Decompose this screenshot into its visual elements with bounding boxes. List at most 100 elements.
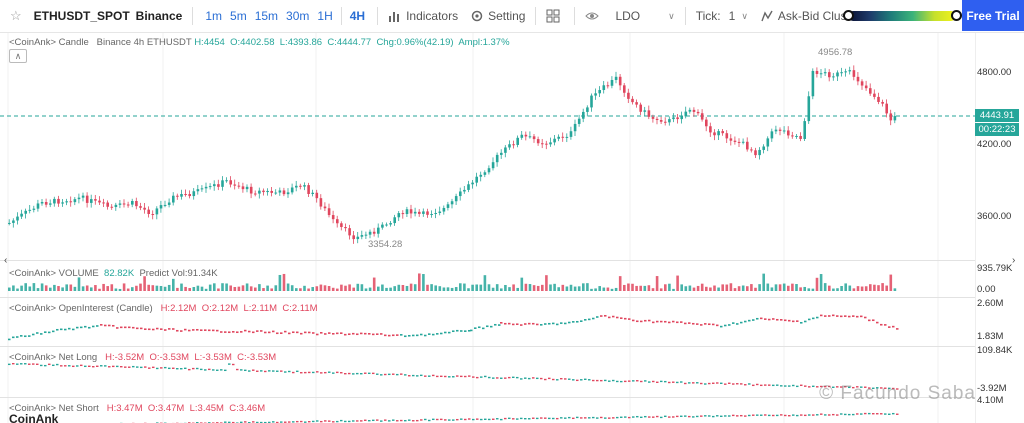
oi-candle bbox=[616, 316, 619, 319]
volume-bar bbox=[172, 278, 175, 291]
oi-candle bbox=[748, 319, 751, 322]
oi-candle bbox=[608, 316, 611, 319]
interval-30m[interactable]: 30m bbox=[286, 9, 310, 23]
netshort-candle bbox=[324, 420, 327, 422]
oi-candle bbox=[600, 315, 603, 317]
legend-low: L:4393.86 bbox=[279, 37, 323, 48]
volume-bar bbox=[823, 283, 827, 291]
netshort-candle bbox=[592, 416, 595, 419]
oi-candle bbox=[768, 318, 771, 321]
netshort-candle bbox=[636, 415, 639, 418]
slider-handle-right[interactable] bbox=[951, 10, 962, 21]
layout-button[interactable] bbox=[540, 0, 570, 33]
netshort-candle bbox=[864, 412, 867, 415]
netshort-candle bbox=[620, 416, 623, 418]
volume-bar bbox=[225, 283, 228, 291]
oi-candle bbox=[728, 324, 731, 326]
netlong-candle bbox=[536, 377, 539, 380]
oi-candle bbox=[116, 327, 119, 329]
interval-1m[interactable]: 1m bbox=[205, 9, 223, 23]
candle bbox=[774, 129, 778, 132]
oi-candle bbox=[688, 322, 691, 324]
oi-candle bbox=[412, 334, 415, 337]
netshort-candle bbox=[256, 421, 259, 423]
volume-bar bbox=[323, 285, 327, 291]
volume-bar bbox=[594, 288, 597, 291]
interval-1h[interactable]: 1H bbox=[317, 9, 333, 23]
netlong-candle bbox=[116, 365, 119, 368]
candle bbox=[721, 131, 724, 134]
netlong-open: O:-3.53M bbox=[149, 352, 190, 363]
oi-candle bbox=[448, 331, 451, 334]
oi-candle bbox=[576, 320, 579, 323]
interval-15m[interactable]: 15m bbox=[254, 9, 279, 23]
oi-candle bbox=[372, 333, 375, 336]
pane-divider[interactable] bbox=[0, 397, 975, 398]
netshort-candle bbox=[420, 419, 423, 421]
netshort-candle bbox=[276, 421, 279, 423]
chart-area[interactable]: <CoinAnk> Candle Binance 4h ETHUSDT H:44… bbox=[0, 33, 1024, 423]
divider bbox=[377, 7, 379, 25]
netshort-candle bbox=[848, 413, 851, 416]
oi-candle bbox=[328, 332, 331, 334]
netlong-candle bbox=[572, 379, 575, 381]
netshort-candle bbox=[788, 415, 791, 417]
setting-button[interactable]: Setting bbox=[464, 0, 531, 33]
oi-candle bbox=[32, 333, 35, 336]
netlong-candle bbox=[120, 366, 123, 368]
indicators-button[interactable]: Indicators bbox=[382, 0, 464, 33]
netshort-candle bbox=[860, 413, 863, 415]
netshort-candle bbox=[496, 418, 499, 420]
netshort-candle bbox=[488, 418, 491, 421]
collapse-legend-button[interactable]: ∧ bbox=[9, 49, 27, 63]
oi-candle bbox=[692, 322, 695, 325]
candle bbox=[807, 96, 811, 122]
candle bbox=[213, 184, 216, 187]
oi-candle bbox=[888, 326, 891, 328]
indicators-icon bbox=[389, 12, 400, 22]
oi-legend: <CoinAnk> OpenInterest (Candle) H:2.12M … bbox=[9, 303, 318, 314]
candle bbox=[44, 202, 48, 205]
interval-5m[interactable]: 5m bbox=[230, 9, 247, 23]
netlong-candle bbox=[40, 364, 43, 367]
price-axis[interactable] bbox=[975, 33, 1024, 423]
netlong-candle bbox=[124, 366, 127, 368]
coin-select[interactable]: LDO ∨ bbox=[609, 0, 680, 33]
volume-bar bbox=[737, 286, 741, 291]
symbol-selector[interactable]: ETHUSDT_SPOT Binance bbox=[28, 0, 189, 33]
scroll-right-icon[interactable]: › bbox=[1012, 255, 1016, 266]
candle bbox=[192, 191, 196, 197]
pane-divider[interactable] bbox=[0, 346, 975, 347]
candle bbox=[241, 186, 245, 190]
volume-bar bbox=[631, 283, 634, 291]
netlong-candle bbox=[176, 368, 179, 370]
pane-divider[interactable] bbox=[0, 260, 975, 261]
divider bbox=[192, 7, 194, 25]
visibility-toggle[interactable] bbox=[579, 0, 609, 33]
heatmap-gradient-slider[interactable] bbox=[848, 11, 956, 21]
netlong-candle bbox=[336, 371, 339, 374]
netlong-candle bbox=[716, 382, 719, 384]
oi-candle bbox=[444, 331, 447, 334]
oi-close: C:2.11M bbox=[282, 303, 318, 314]
netlong-candle bbox=[12, 362, 15, 365]
interval-4h[interactable]: 4H bbox=[349, 9, 366, 23]
netshort-candle bbox=[780, 414, 783, 416]
tick-select[interactable]: Tick: 1 ∨ bbox=[690, 0, 754, 33]
oi-candle bbox=[400, 334, 403, 336]
netlong-candle bbox=[696, 382, 699, 384]
netlong-candle bbox=[248, 370, 251, 372]
netlong-candle bbox=[372, 372, 375, 375]
volume-bar bbox=[803, 286, 806, 291]
oi-candle bbox=[628, 318, 631, 320]
favorite-star-icon[interactable]: ☆ bbox=[10, 8, 22, 23]
netlong-candle bbox=[244, 369, 247, 372]
pane-divider[interactable] bbox=[0, 297, 975, 298]
netlong-candle bbox=[540, 377, 543, 380]
free-trial-button[interactable]: Free Trial bbox=[962, 0, 1024, 31]
oi-candle bbox=[744, 320, 747, 323]
scroll-left-icon[interactable]: ‹ bbox=[4, 255, 8, 266]
netlong-candle bbox=[240, 369, 243, 371]
netlong-candle bbox=[204, 369, 207, 371]
slider-handle-left[interactable] bbox=[843, 10, 854, 21]
